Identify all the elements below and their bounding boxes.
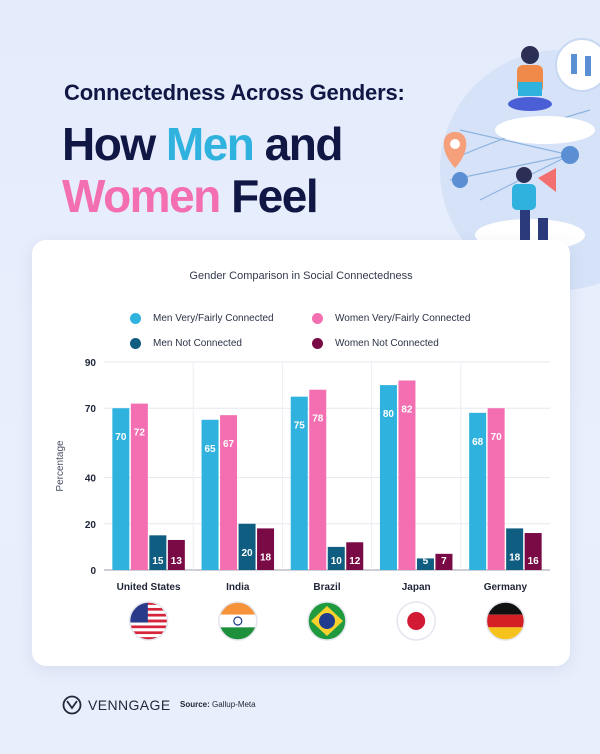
location-pin-icon <box>443 132 467 168</box>
chart-title: Gender Comparison in Social Connectednes… <box>189 270 413 282</box>
y-tick-label: 20 <box>85 520 97 531</box>
data-label: 80 <box>383 409 395 420</box>
bar-men-not <box>416 558 434 570</box>
bar-men-connected <box>112 408 130 570</box>
bar-women-connected <box>487 408 505 570</box>
y-tick-label: 70 <box>85 404 97 415</box>
bar-men-not <box>327 546 345 570</box>
x-tick-label: Japan <box>402 582 431 593</box>
legend-label: Women Very/Fairly Connected <box>335 313 471 324</box>
y-tick-label: 0 <box>90 566 96 577</box>
data-label: 20 <box>241 548 253 559</box>
page-title: How Men and Women Feel <box>62 118 344 222</box>
bar-women-connected <box>220 415 238 570</box>
data-label: 65 <box>204 444 216 455</box>
bar-women-connected <box>309 389 327 570</box>
brazil-flag-icon <box>307 601 347 641</box>
legend-item-women-connected: Women Very/Fairly Connected <box>312 313 470 324</box>
bar-men-connected <box>379 385 397 570</box>
title-word-how: How <box>62 118 156 170</box>
bar-men-not <box>238 523 256 570</box>
data-label: 72 <box>134 428 146 439</box>
bar-women-not <box>257 528 275 570</box>
data-label: 10 <box>331 556 343 567</box>
bar-women-connected <box>398 380 416 570</box>
bar-chart: 0 20 40 70 90 Percentage 70 72 15 13 United States… <box>55 358 550 593</box>
legend-swatch <box>312 313 323 324</box>
legend-label: Men Very/Fairly Connected <box>153 313 274 324</box>
data-label: 18 <box>260 552 272 563</box>
network-illustration <box>440 38 600 290</box>
india-flag-icon <box>218 601 258 641</box>
page-subtitle: Connectedness Across Genders: <box>64 80 405 105</box>
germany-flag-icon <box>485 601 526 641</box>
footer: VENNGAGE Source: Gallup-Meta <box>62 692 462 720</box>
man-megaphone-icon <box>512 167 556 240</box>
y-tick-label: 40 <box>85 474 97 485</box>
data-label: 18 <box>509 552 521 563</box>
title-word-men: Men <box>165 118 255 170</box>
data-label: 78 <box>312 414 324 425</box>
data-label: 15 <box>152 556 164 567</box>
data-label: 7 <box>441 556 447 567</box>
legend-label: Women Not Connected <box>335 338 439 349</box>
venngage-logo-icon <box>62 695 82 715</box>
bar-women-not <box>167 539 185 570</box>
hero-section: Connectedness Across Genders: How Men an… <box>0 0 600 290</box>
legend-swatch <box>130 338 141 349</box>
data-label: 67 <box>223 439 235 450</box>
bar-women-not <box>346 542 364 570</box>
y-tick-label: 90 <box>85 358 97 369</box>
data-label: 16 <box>528 556 540 567</box>
data-label: 13 <box>171 556 183 567</box>
data-label: 75 <box>294 421 306 432</box>
bar-women-not <box>435 553 453 570</box>
legend-swatch <box>130 313 141 324</box>
source-label: Source: <box>180 700 210 709</box>
bar-men-connected <box>469 412 487 570</box>
country-flags <box>128 601 526 641</box>
brand-name: VENNGAGE <box>88 697 171 713</box>
source-value: Gallup-Meta <box>212 700 256 709</box>
network-node-icon <box>561 146 579 164</box>
x-tick-label: Brazil <box>313 582 340 593</box>
title-word-feel: Feel <box>231 170 319 222</box>
data-label: 70 <box>115 432 127 443</box>
bar-men-connected <box>290 396 308 570</box>
bar-men-not <box>149 535 167 570</box>
bar-men-not <box>506 528 524 570</box>
data-label: 68 <box>472 437 484 448</box>
cloud-upload-icon <box>555 38 600 92</box>
chart-card: Gender Comparison in Social Connectednes… <box>32 240 570 666</box>
japan-flag-icon <box>396 601 436 641</box>
legend-item-men-connected: Men Very/Fairly Connected <box>130 313 274 324</box>
source-note: Source: Gallup-Meta <box>180 700 256 709</box>
us-flag-icon <box>128 601 169 641</box>
x-tick-label: United States <box>117 582 181 593</box>
data-label: 82 <box>401 404 413 415</box>
y-axis-label: Percentage <box>55 440 66 492</box>
data-label: 70 <box>491 432 503 443</box>
x-tick-label: India <box>226 582 250 593</box>
woman-laptop-icon <box>508 46 552 111</box>
chart-legend: Men Very/Fairly Connected Women Very/Fai… <box>130 310 530 360</box>
legend-swatch <box>312 338 323 349</box>
title-word-women: Women <box>62 170 221 222</box>
legend-item-men-not: Men Not Connected <box>130 338 242 349</box>
bar-women-connected <box>130 403 148 570</box>
legend-item-women-not: Women Not Connected <box>312 338 439 349</box>
bar-men-connected <box>201 419 219 570</box>
bar-women-not <box>524 533 542 570</box>
title-word-and: and <box>264 118 344 170</box>
data-label: 5 <box>423 556 429 567</box>
network-node-icon <box>452 172 468 188</box>
legend-label: Men Not Connected <box>153 338 242 349</box>
data-label: 12 <box>349 556 361 567</box>
x-tick-label: Germany <box>484 582 528 593</box>
